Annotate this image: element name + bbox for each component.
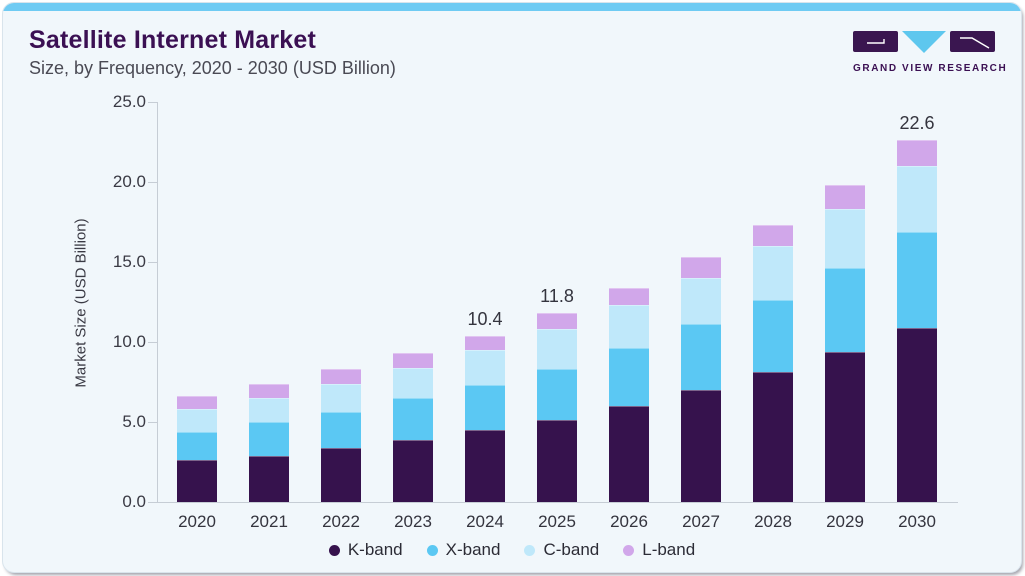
- bar-segment-c-band-2025: [537, 329, 577, 370]
- page-title: Satellite Internet Market: [29, 26, 317, 54]
- bar-segment-x-band-2023: [393, 398, 433, 440]
- legend-item-l-band: L-band: [623, 540, 695, 560]
- bar-segment-x-band-2030: [897, 231, 937, 328]
- legend-label: L-band: [642, 540, 696, 559]
- bar-total-label-2030: 22.6: [899, 113, 935, 134]
- bar-total-label-2025: 11.8: [540, 286, 574, 307]
- y-tick-label: 5.0: [122, 412, 146, 431]
- y-tick-label: 10.0: [112, 332, 146, 351]
- bar-total-label-2024: 10.4: [467, 308, 503, 329]
- legend-item-k-band: K-band: [328, 540, 403, 560]
- bar-segment-x-band-2025: [537, 369, 577, 421]
- grand-view-research-logo: GRAND VIEW RESEARCH: [853, 29, 1008, 74]
- bar-segment-l-band-2027: [681, 257, 721, 278]
- bar-segment-k-band-2022: [321, 447, 361, 502]
- bar-segment-x-band-2029: [825, 268, 865, 352]
- bar-segment-l-band-2021: [249, 383, 289, 398]
- y-tick-label: 25.0: [112, 92, 146, 111]
- bar-segment-k-band-2023: [393, 439, 433, 502]
- x-tick-label-2024: 2024: [466, 512, 504, 531]
- y-tick-mark: [148, 182, 157, 183]
- bar-segment-l-band-2029: [825, 185, 865, 210]
- bar-segment-l-band-2025: [537, 313, 577, 330]
- bar-segment-x-band-2027: [681, 324, 721, 390]
- bar-segment-x-band-2020: [177, 431, 217, 461]
- x-tick-label-2021: 2021: [250, 512, 288, 531]
- bar-segment-k-band-2021: [249, 455, 289, 502]
- bar-segment-c-band-2021: [249, 398, 289, 422]
- legend-dot-c-band: [524, 544, 536, 556]
- y-tick-mark: [148, 502, 157, 503]
- x-tick-label-2022: 2022: [322, 512, 360, 531]
- bar-segment-x-band-2026: [609, 348, 649, 406]
- bar-segment-k-band-2020: [177, 460, 217, 502]
- page-subtitle: Size, by Frequency, 2020 - 2030 (USD Bil…: [29, 58, 396, 78]
- bar-segment-c-band-2026: [609, 305, 649, 349]
- bar-segment-k-band-2026: [609, 406, 649, 502]
- bar-segment-c-band-2027: [681, 278, 721, 325]
- legend-item-c-band: C-band: [524, 540, 599, 560]
- legend-dot-k-band: [328, 544, 340, 556]
- y-tick-label: 0.0: [122, 492, 146, 511]
- y-axis-title: Market Size (USD Billion): [72, 218, 90, 388]
- accent-strip: [3, 3, 1021, 11]
- bar-segment-c-band-2030: [897, 166, 937, 232]
- bar-segment-c-band-2022: [321, 383, 361, 413]
- bar-segment-l-band-2023: [393, 353, 433, 368]
- bar-segment-x-band-2024: [465, 385, 505, 430]
- legend-label: X-band: [445, 540, 501, 559]
- legend-dot-x-band: [426, 544, 438, 556]
- legend: K-band X-band C-band L-band: [3, 538, 1021, 562]
- x-tick-label-2030: 2030: [898, 512, 936, 531]
- y-tick-mark: [148, 422, 157, 423]
- logo-text: GRAND VIEW RESEARCH: [853, 63, 1008, 74]
- bar-segment-l-band-2028: [753, 225, 793, 246]
- bar-segment-x-band-2028: [753, 300, 793, 373]
- bar-segment-x-band-2022: [321, 412, 361, 448]
- legend-dot-l-band: [623, 544, 635, 556]
- bar-segment-l-band-2020: [177, 396, 217, 410]
- x-tick-label-2029: 2029: [826, 512, 864, 531]
- bar-segment-c-band-2028: [753, 246, 793, 301]
- bar-segment-l-band-2024: [465, 335, 505, 350]
- x-axis-line: [157, 502, 958, 503]
- bar-segment-x-band-2021: [249, 422, 289, 456]
- bar-segment-l-band-2026: [609, 287, 649, 306]
- bar-segment-k-band-2025: [537, 420, 577, 502]
- bar-segment-k-band-2029: [825, 351, 865, 502]
- x-tick-label-2020: 2020: [178, 512, 216, 531]
- x-tick-label-2028: 2028: [754, 512, 792, 531]
- y-axis-line: [157, 102, 158, 502]
- bar-segment-k-band-2024: [465, 430, 505, 502]
- y-tick-label: 15.0: [112, 252, 146, 271]
- legend-label: C-band: [543, 540, 600, 559]
- bar-segment-l-band-2022: [321, 369, 361, 384]
- bar-segment-l-band-2030: [897, 140, 937, 166]
- x-tick-label-2027: 2027: [682, 512, 720, 531]
- bar-segment-k-band-2027: [681, 390, 721, 502]
- x-tick-label-2023: 2023: [394, 512, 432, 531]
- y-tick-mark: [148, 102, 157, 103]
- y-tick-mark: [148, 262, 157, 263]
- x-tick-label-2026: 2026: [610, 512, 648, 531]
- bar-segment-c-band-2024: [465, 350, 505, 386]
- bar-segment-k-band-2030: [897, 327, 937, 502]
- bar-segment-c-band-2020: [177, 409, 217, 432]
- gvr-logo-icon: [853, 31, 995, 53]
- legend-label: K-band: [347, 540, 403, 559]
- x-tick-label-2025: 2025: [538, 512, 576, 531]
- bar-segment-k-band-2028: [753, 372, 793, 502]
- bar-segment-c-band-2023: [393, 367, 433, 398]
- y-tick-label: 20.0: [112, 172, 146, 191]
- y-tick-mark: [148, 342, 157, 343]
- legend-item-x-band: X-band: [426, 540, 501, 560]
- bar-segment-c-band-2029: [825, 209, 865, 269]
